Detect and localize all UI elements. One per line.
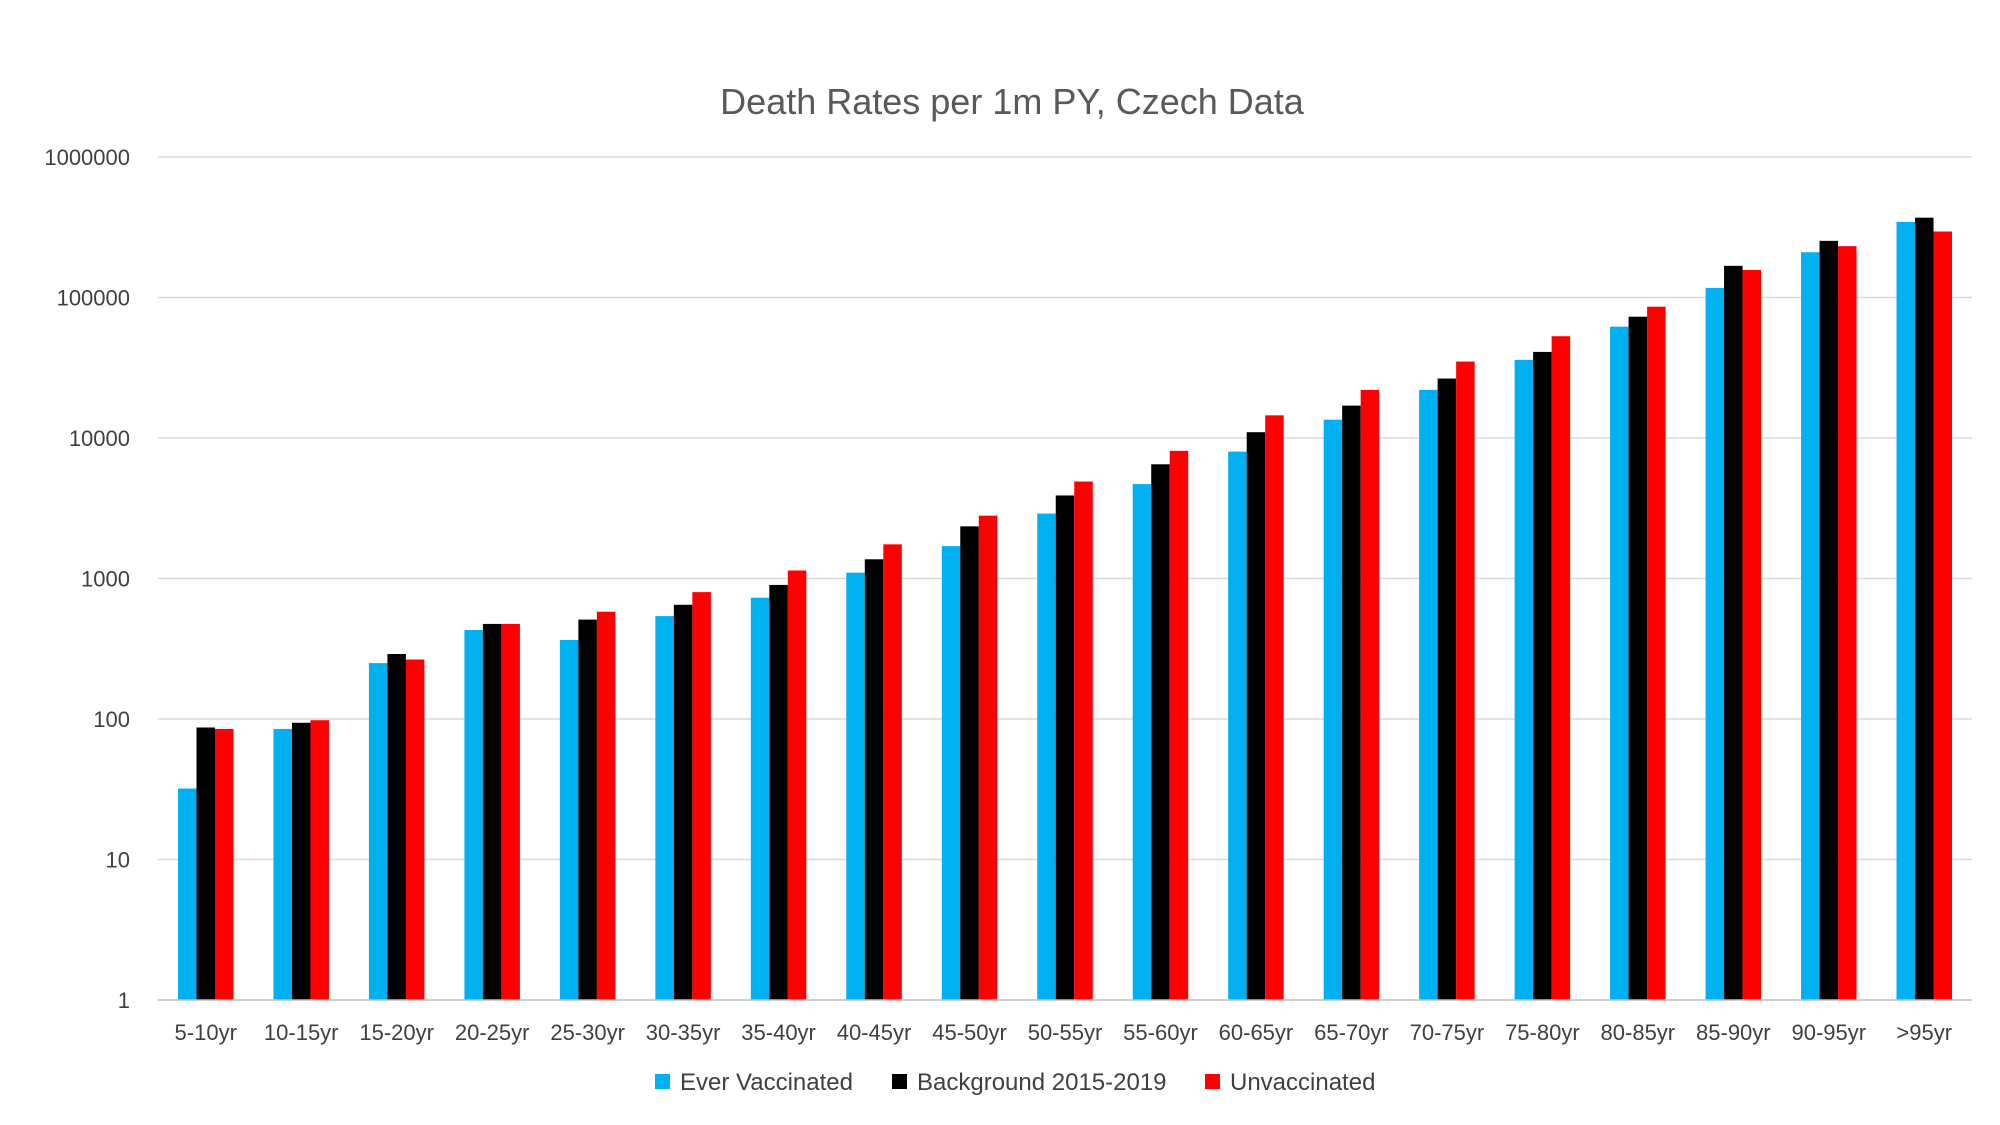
bar	[1151, 464, 1170, 1000]
x-tick-label: 15-20yr	[359, 1020, 434, 1045]
bar	[1533, 351, 1552, 1000]
y-tick-label: 100000	[57, 286, 130, 311]
y-tick-label: 10000	[69, 426, 130, 451]
y-tick-label: 10	[106, 848, 130, 873]
x-tick-label: 65-70yr	[1314, 1020, 1389, 1045]
bar	[1819, 240, 1839, 1001]
bar	[1551, 336, 1571, 1000]
x-tick-label: 35-40yr	[741, 1020, 816, 1045]
bar	[1074, 481, 1093, 1000]
bar	[692, 592, 711, 1000]
bar	[291, 722, 311, 1000]
bar	[501, 623, 520, 1000]
bar	[960, 526, 979, 1000]
x-tick-label: 25-30yr	[550, 1020, 625, 1045]
bar	[787, 570, 807, 1000]
bar	[1742, 269, 1762, 1001]
bar	[1037, 513, 1056, 1000]
bar	[1456, 361, 1475, 1000]
bar	[864, 559, 884, 1000]
bar	[1342, 405, 1361, 1000]
legend-label: Unvaccinated	[1230, 1069, 1375, 1096]
x-tick-label: 50-55yr	[1028, 1020, 1103, 1045]
bar	[177, 788, 197, 1000]
y-tick-label: 100	[93, 707, 130, 732]
bar	[1265, 415, 1284, 1001]
bar	[214, 728, 234, 1000]
x-tick-label: 75-80yr	[1505, 1020, 1580, 1045]
y-axis: 1 10 100 1000 10000 100000 1000000	[44, 145, 130, 1013]
y-tick-label: 1	[118, 988, 130, 1013]
x-tick-label: 45-50yr	[932, 1020, 1007, 1045]
x-axis: 5-10yr 10-15yr 15-20yr 20-25yr 25-30yr 30-35y…	[158, 999, 1972, 1045]
legend-swatch	[655, 1074, 670, 1089]
bar	[1915, 217, 1934, 1001]
bar	[1801, 252, 1820, 1001]
bar	[1323, 419, 1343, 1000]
bar	[1514, 359, 1534, 1001]
bar	[1896, 221, 1916, 1000]
bar	[1360, 389, 1380, 1000]
bar	[883, 544, 902, 1000]
bar	[673, 604, 693, 1000]
bar	[596, 611, 616, 1000]
legend: Ever Vaccinated Background 2015-2019 Unvac…	[655, 1069, 1375, 1096]
bar	[273, 728, 292, 1000]
bar	[387, 654, 406, 1000]
x-tick-label: 60-65yr	[1219, 1020, 1294, 1045]
legend-label: Ever Vaccinated	[680, 1069, 853, 1096]
x-tick-label: 10-15yr	[264, 1020, 339, 1045]
bar	[1132, 484, 1152, 1000]
legend-swatch	[892, 1074, 907, 1089]
y-tick-label: 1000	[81, 567, 130, 592]
bar	[368, 663, 388, 1000]
x-tick-label: 90-95yr	[1791, 1020, 1866, 1045]
bar	[310, 720, 329, 1000]
x-tick-label: 85-90yr	[1696, 1020, 1771, 1045]
y-tick-label: 1000000	[44, 145, 130, 170]
bar	[1228, 451, 1247, 1000]
bar	[1055, 495, 1075, 1000]
bar	[1610, 326, 1629, 1000]
bar	[1933, 231, 1953, 1001]
bar	[1628, 316, 1648, 1000]
bar	[578, 619, 597, 1000]
x-tick-label: 30-35yr	[646, 1020, 721, 1045]
bar	[1705, 287, 1725, 1000]
bar	[482, 623, 502, 1000]
bar	[978, 515, 998, 1000]
bar	[1419, 389, 1438, 1000]
bar	[1724, 265, 1743, 1001]
bar	[405, 659, 425, 1000]
x-tick-label: 70-75yr	[1410, 1020, 1485, 1045]
bar	[655, 616, 674, 1000]
bar	[1246, 432, 1266, 1000]
bar	[1437, 378, 1457, 1000]
bar	[1838, 246, 1857, 1000]
bar	[750, 597, 770, 1000]
x-tick-label: 80-85yr	[1601, 1020, 1676, 1045]
bar	[769, 584, 788, 1000]
legend-swatch	[1205, 1074, 1220, 1089]
bar	[846, 572, 865, 1000]
x-tick-label: 5-10yr	[175, 1020, 237, 1045]
x-tick-label: 40-45yr	[837, 1020, 912, 1045]
bar	[1169, 450, 1189, 1000]
bars-layer	[177, 217, 1953, 1001]
legend-label: Background 2015-2019	[917, 1069, 1167, 1096]
bar	[941, 546, 961, 1000]
bar	[559, 640, 579, 1000]
x-tick-label: 20-25yr	[455, 1020, 530, 1045]
bar	[464, 630, 483, 1000]
bar	[196, 727, 215, 1000]
chart-title: Death Rates per 1m PY, Czech Data	[720, 81, 1305, 122]
x-tick-label: >95yr	[1896, 1020, 1952, 1045]
bar	[1647, 306, 1666, 1000]
x-tick-label: 55-60yr	[1123, 1020, 1198, 1045]
